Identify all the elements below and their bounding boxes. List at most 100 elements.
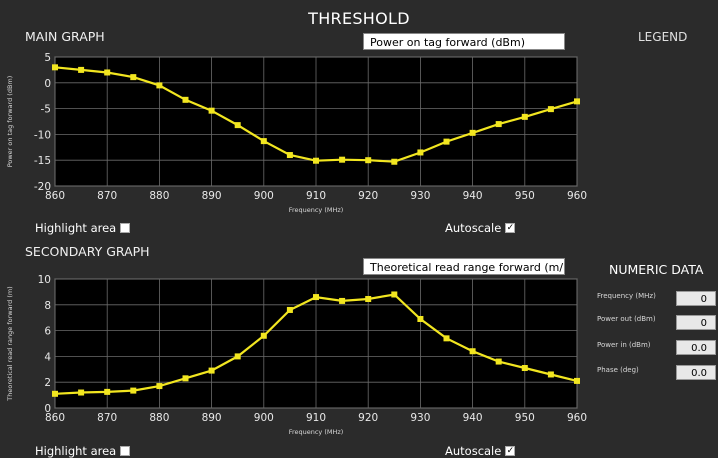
y-axis-label: Power on tag forward (dBm) — [6, 76, 14, 168]
data-point — [339, 156, 346, 163]
data-point — [130, 387, 137, 394]
x-tick-label: 870 — [97, 190, 117, 202]
y-tick-label: -5 — [41, 104, 51, 116]
data-point — [495, 121, 502, 128]
numeric-data-title: NUMERIC DATA — [609, 262, 704, 277]
x-tick-label: 880 — [149, 412, 169, 424]
main-graph: 860 870 880 890 900 910 920 930 940 950 960 -20 -15 -… — [0, 50, 600, 218]
data-point — [156, 383, 163, 390]
data-point — [313, 294, 319, 301]
secondary-autoscale-label: Autoscale — [445, 444, 502, 458]
data-point — [391, 158, 398, 165]
data-point — [104, 388, 111, 395]
data-point — [208, 107, 215, 114]
y-tick-label: 8 — [44, 300, 51, 312]
x-tick-label: 860 — [45, 190, 65, 202]
main-graph-selector-value: Power on tag forward (dBm) — [370, 36, 525, 49]
x-tick-label: 860 — [45, 412, 65, 424]
data-point — [104, 69, 111, 76]
x-tick-label: 950 — [515, 190, 535, 202]
data-point — [521, 365, 528, 372]
secondary-graph-selector[interactable]: Theoretical read range forward (m/ — [363, 258, 565, 275]
y-tick-label: -15 — [34, 155, 51, 167]
data-point — [156, 82, 163, 89]
data-point — [182, 96, 189, 103]
main-graph-svg: 860 870 880 890 900 910 920 930 940 950 960 -20 -15 -… — [6, 52, 587, 214]
secondary-autoscale-checkbox[interactable]: ✓ — [505, 446, 516, 456]
data-point — [443, 335, 450, 342]
secondary-graph-title: SECONDARY GRAPH — [25, 244, 150, 259]
data-point — [286, 152, 293, 159]
x-tick-label: 910 — [306, 412, 326, 424]
data-point — [574, 98, 580, 105]
data-point — [547, 371, 554, 378]
page-title: THRESHOLD — [308, 9, 410, 28]
y-tick-label: 2 — [44, 377, 51, 389]
y-tick-label: 0 — [44, 78, 51, 90]
numeric-power-out-value: 0 — [676, 315, 716, 330]
x-tick-label: 960 — [567, 412, 587, 424]
x-tick-label: 870 — [97, 412, 117, 424]
x-axis-label: Frequency (MHz) — [289, 206, 344, 214]
data-point — [417, 149, 424, 156]
x-tick-label: 920 — [358, 190, 378, 202]
data-point — [469, 348, 476, 355]
numeric-power-in-label: Power in (dBm) — [597, 341, 651, 349]
y-tick-label: 0 — [44, 403, 51, 415]
data-point — [443, 138, 450, 145]
data-point — [313, 157, 319, 164]
data-point — [78, 389, 85, 396]
legend-title: LEGEND — [638, 30, 688, 44]
main-highlight-area-toggle[interactable]: Highlight area — [35, 221, 131, 235]
main-autoscale-label: Autoscale — [445, 221, 502, 235]
data-point — [339, 297, 346, 304]
x-tick-label: 920 — [358, 412, 378, 424]
y-tick-label: 4 — [44, 351, 51, 363]
x-tick-label: 940 — [463, 412, 483, 424]
secondary-graph: 860 870 880 890 900 910 920 930 940 950 960 0 2 4 6 8 10… — [0, 272, 600, 440]
x-tick-label: 910 — [306, 190, 326, 202]
x-tick-label: 960 — [567, 190, 587, 202]
x-tick-label: 890 — [202, 412, 222, 424]
main-graph-title: MAIN GRAPH — [25, 29, 105, 44]
numeric-frequency-value: 0 — [676, 291, 716, 306]
numeric-phase-label: Phase (deg) — [597, 366, 639, 374]
data-point — [260, 332, 267, 339]
data-point — [574, 377, 580, 384]
y-tick-label: 6 — [44, 326, 51, 338]
main-highlight-area-checkbox[interactable] — [120, 223, 131, 233]
data-point — [286, 306, 293, 313]
data-point — [52, 390, 58, 397]
y-axis-label: Theoretical read range forward (m) — [6, 286, 14, 401]
data-point — [365, 295, 372, 302]
data-point — [78, 66, 85, 73]
x-tick-label: 880 — [149, 190, 169, 202]
data-point — [208, 367, 215, 374]
numeric-power-in-value: 0.0 — [676, 340, 716, 355]
data-point — [130, 74, 137, 81]
main-graph-selector[interactable]: Power on tag forward (dBm) — [363, 33, 565, 50]
data-point — [521, 113, 528, 120]
x-tick-label: 890 — [202, 190, 222, 202]
secondary-highlight-area-checkbox[interactable] — [120, 446, 131, 456]
data-point — [417, 315, 424, 322]
secondary-graph-svg: 860 870 880 890 900 910 920 930 940 950 960 0 2 4 6 8 10… — [6, 274, 587, 436]
secondary-highlight-area-label: Highlight area — [35, 444, 117, 458]
x-tick-label: 930 — [410, 412, 430, 424]
numeric-frequency-label: Frequency (MHz) — [597, 292, 656, 300]
data-point — [391, 291, 398, 298]
secondary-highlight-area-toggle[interactable]: Highlight area — [35, 444, 131, 458]
data-point — [495, 358, 502, 365]
main-autoscale-checkbox[interactable]: ✓ — [505, 223, 516, 233]
x-tick-label: 900 — [254, 412, 274, 424]
x-axis-label: Frequency (MHz) — [289, 428, 344, 436]
main-autoscale-toggle[interactable]: Autoscale ✓ — [445, 221, 516, 235]
main-highlight-area-label: Highlight area — [35, 221, 117, 235]
numeric-phase-value: 0.0 — [676, 365, 716, 380]
secondary-autoscale-toggle[interactable]: Autoscale ✓ — [445, 444, 516, 458]
data-point — [234, 353, 241, 360]
data-point — [365, 157, 372, 164]
data-point — [547, 106, 554, 113]
x-tick-label: 930 — [410, 190, 430, 202]
numeric-power-out-label: Power out (dBm) — [597, 315, 656, 323]
